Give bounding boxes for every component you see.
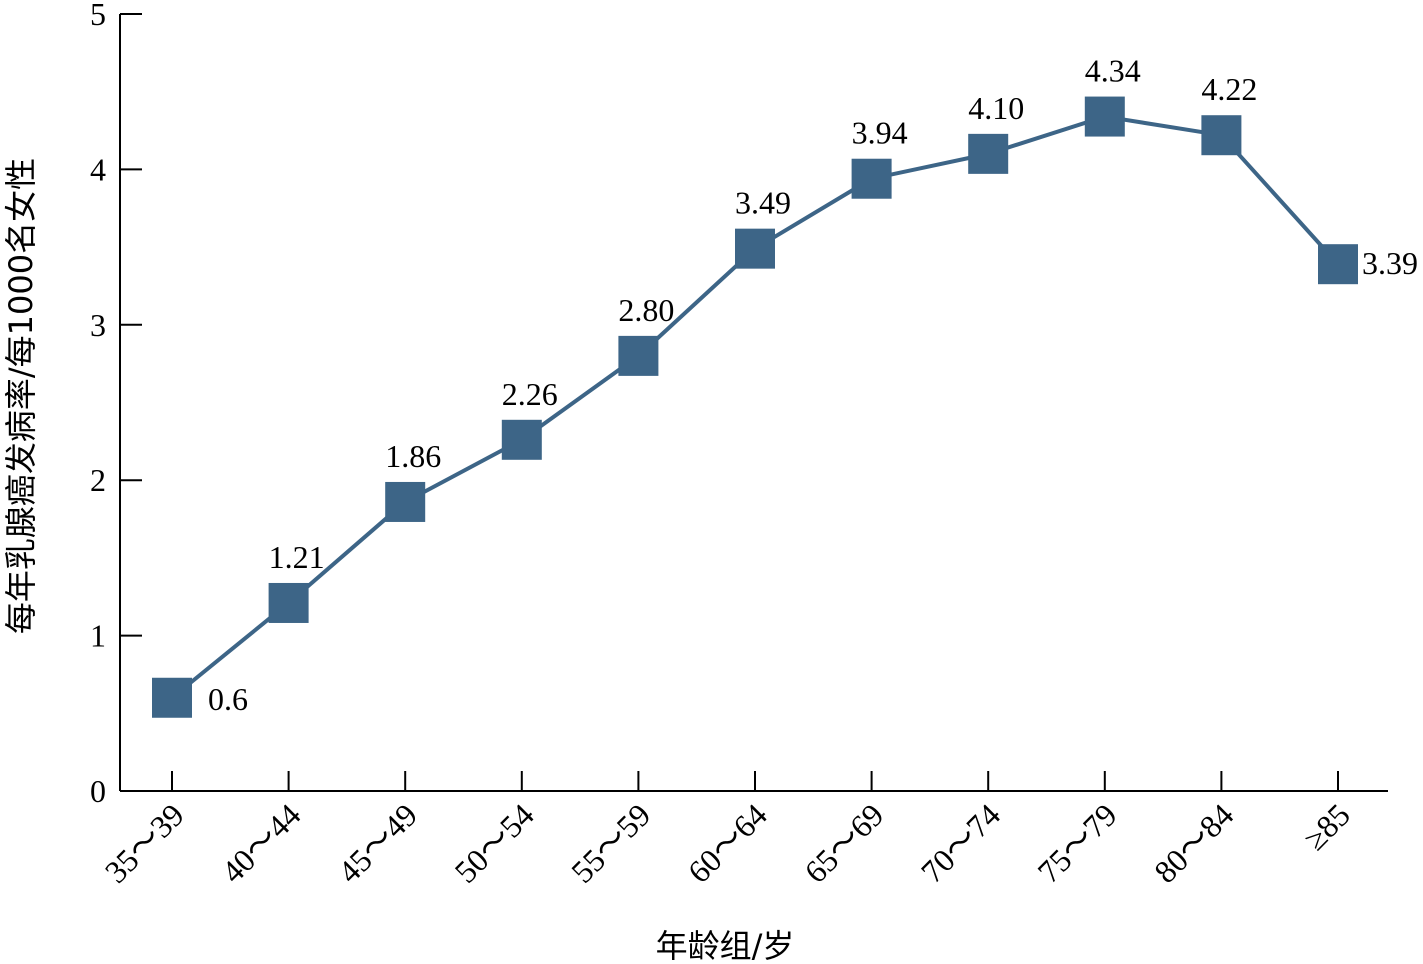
data-series [152, 96, 1358, 718]
x-tick-label: 55～59 [564, 796, 657, 889]
x-tick-label: ≥85 [1296, 796, 1357, 857]
y-axis-ticks: 0 1 2 3 4 5 [90, 0, 142, 809]
x-tick-label: 35～39 [98, 796, 191, 889]
y-tick-label: 2 [90, 462, 106, 498]
data-point-marker [268, 582, 309, 623]
data-point-marker [1084, 96, 1125, 137]
y-tick-label: 0 [90, 773, 106, 809]
y-tick-label: 5 [90, 0, 106, 32]
data-point-marker [152, 677, 192, 718]
data-label: 2.26 [502, 376, 558, 412]
data-label: 1.86 [385, 438, 441, 474]
data-label: 2.80 [618, 292, 674, 328]
x-axis-ticks: 35～39 40～44 45～49 50～54 55～59 60～64 65～69 70～74… [98, 771, 1357, 890]
data-point-marker [385, 481, 426, 522]
data-label: 4.22 [1201, 71, 1257, 107]
data-label: 1.21 [269, 539, 325, 575]
data-point-marker [618, 335, 659, 376]
data-label: 0.6 [208, 681, 248, 717]
data-label: 4.34 [1085, 53, 1141, 89]
x-tick-label: 70～74 [914, 796, 1007, 889]
data-labels: 0.6 1.21 1.86 2.26 2.80 3.49 3.94 4.10 4.34 4.22 3… [208, 53, 1418, 717]
x-tick-label: 40～44 [214, 796, 307, 889]
y-tick-label: 1 [90, 618, 106, 654]
x-axis-title: 年龄组/岁 [656, 927, 795, 964]
x-tick-label: 65～69 [797, 796, 890, 889]
data-point-marker [851, 158, 892, 199]
x-tick-label: 50～54 [447, 796, 540, 889]
x-tick-label: 60～64 [681, 796, 774, 889]
data-label: 3.49 [735, 185, 791, 221]
y-tick-label: 4 [90, 151, 106, 187]
y-tick-label: 3 [90, 307, 106, 343]
x-tick-label: 75～79 [1030, 796, 1123, 889]
data-label: 3.94 [852, 115, 908, 151]
x-tick-label: 45～49 [331, 796, 424, 889]
data-point-marker [1318, 244, 1358, 285]
data-label: 4.10 [968, 90, 1024, 126]
data-point-marker [501, 419, 542, 460]
data-label: 3.39 [1362, 245, 1418, 281]
y-axis-title: 每年乳腺癌发病率/每1000名女性 [2, 158, 40, 634]
x-tick-label: 80～84 [1147, 796, 1240, 889]
data-point-marker [1201, 115, 1242, 156]
data-point-marker [735, 228, 775, 269]
data-point-marker [968, 133, 1009, 174]
